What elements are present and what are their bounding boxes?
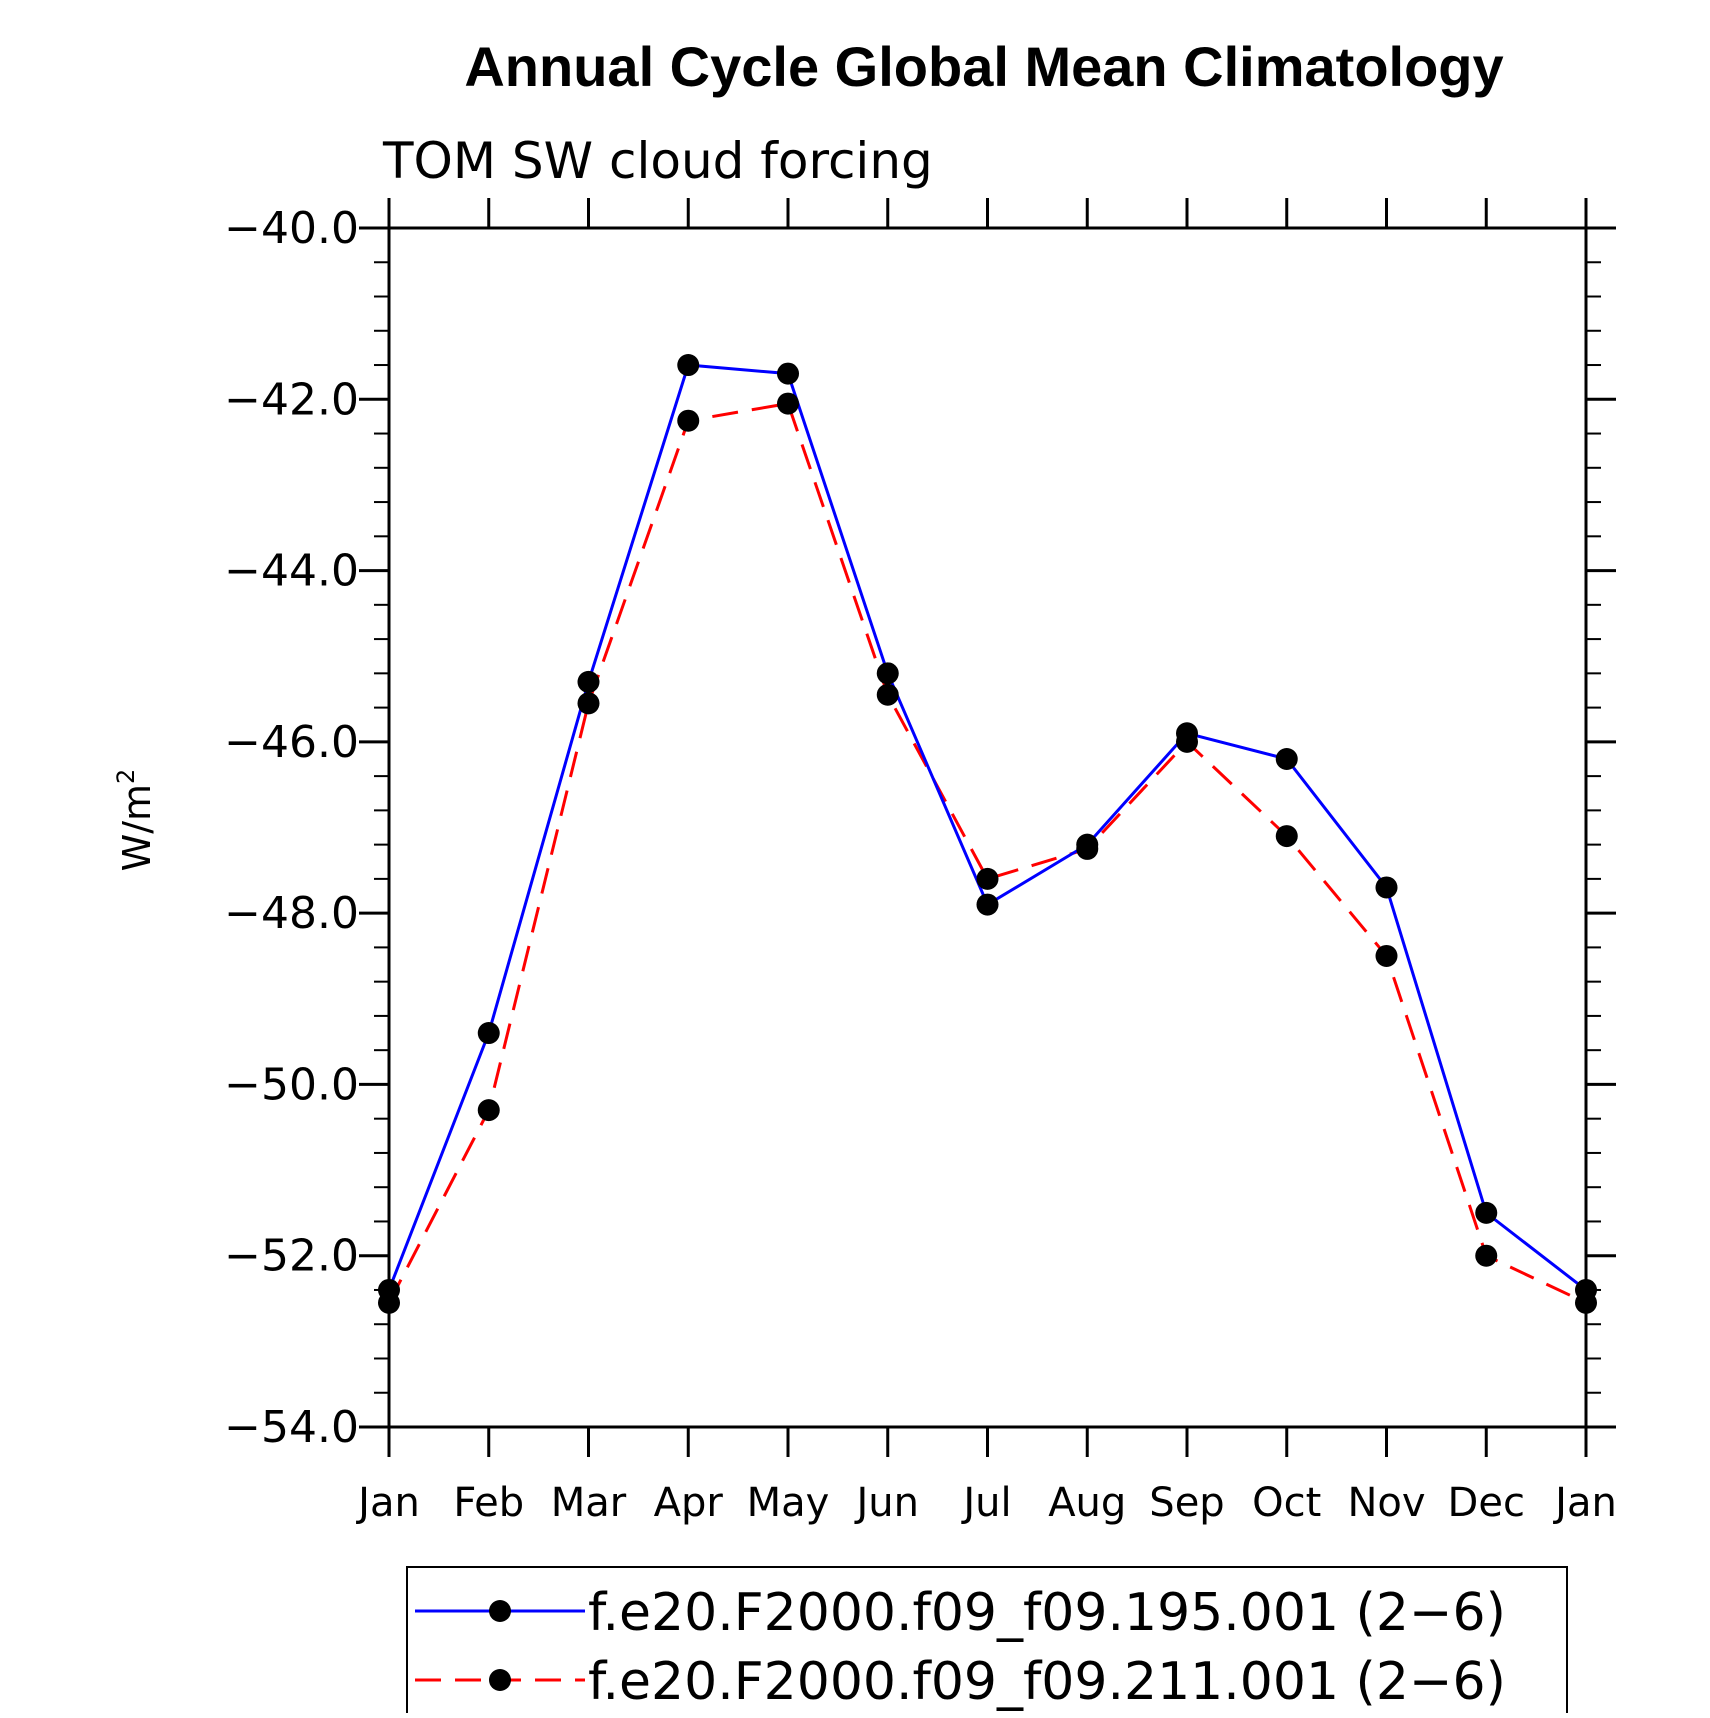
series-1-point bbox=[876, 662, 899, 685]
x-tick-label: Mar bbox=[551, 1480, 627, 1526]
plot-frame bbox=[387, 226, 1588, 1429]
x-tick-label: Jun bbox=[854, 1480, 920, 1526]
y-tick-label: −50.0 bbox=[224, 1059, 359, 1110]
y-axis-label-unit: W/m bbox=[115, 784, 159, 871]
x-tick-label: Jan bbox=[1552, 1480, 1617, 1526]
y-axis-label-superscript: 2 bbox=[112, 769, 140, 784]
y-tick-label: −46.0 bbox=[224, 717, 359, 768]
legend-swatch-marker bbox=[489, 1669, 511, 1691]
legend: f.e20.F2000.f09_f09.195.001 (2−6) f.e20.F… bbox=[406, 1566, 1568, 1718]
series-line-1 bbox=[387, 363, 1587, 1292]
x-tick-label: Jan bbox=[355, 1480, 420, 1526]
series-2-point bbox=[1375, 944, 1398, 967]
y-tick-label: −54.0 bbox=[224, 1402, 359, 1453]
series-2-point bbox=[677, 409, 700, 432]
series-line-2 bbox=[387, 401, 1587, 1305]
x-tick-label: Dec bbox=[1448, 1480, 1525, 1526]
series-1-point bbox=[1076, 833, 1099, 856]
series-1-point bbox=[577, 670, 600, 693]
y-tick-label: −48.0 bbox=[224, 888, 359, 939]
series-2-point bbox=[976, 867, 999, 890]
series-2-point bbox=[1275, 825, 1298, 848]
series-layer bbox=[378, 354, 1597, 1314]
y-axis-label: W/m2 bbox=[112, 769, 159, 872]
series-1-point bbox=[477, 1022, 500, 1045]
series-2-point bbox=[876, 683, 899, 706]
legend-label: f.e20.F2000.f09_f09.211.001 (2−6) bbox=[588, 1652, 1506, 1712]
series-1-point bbox=[677, 354, 700, 377]
series-1-point bbox=[1575, 1278, 1597, 1301]
axes-layer: −40.0 −42.0 −44.0 −46.0 −48.0 −50.0 −52.0 −54.0… bbox=[224, 198, 1617, 1526]
series-2-point bbox=[777, 392, 799, 415]
y-tick-label: −40.0 bbox=[224, 203, 359, 254]
x-tick-label: Aug bbox=[1048, 1480, 1126, 1526]
series-2-point bbox=[477, 1099, 500, 1122]
series-1-point bbox=[1275, 747, 1298, 770]
x-tick-label: Sep bbox=[1149, 1480, 1224, 1526]
series-1-point bbox=[1375, 876, 1398, 899]
series-1-point bbox=[378, 1278, 400, 1301]
x-tick-label: Oct bbox=[1252, 1480, 1321, 1526]
series-2-point bbox=[1475, 1244, 1498, 1267]
series-1-point bbox=[976, 893, 999, 916]
chart-subtitle: TOM SW cloud forcing bbox=[382, 132, 933, 190]
series-1-point bbox=[1176, 722, 1198, 745]
y-tick-label: −42.0 bbox=[224, 374, 359, 425]
chart-title: Annual Cycle Global Mean Climatology bbox=[464, 35, 1503, 98]
legend-label: f.e20.F2000.f09_f09.195.001 (2−6) bbox=[588, 1583, 1506, 1643]
x-tick-label: Jul bbox=[960, 1480, 1011, 1526]
series-2-point bbox=[577, 692, 600, 715]
series-1-point bbox=[777, 362, 799, 385]
x-tick-label: Nov bbox=[1347, 1480, 1425, 1526]
y-axis-title: W/m2 bbox=[112, 769, 159, 872]
y-tick-label: −44.0 bbox=[224, 546, 359, 597]
series-1-point bbox=[1475, 1201, 1498, 1224]
legend-swatch-marker bbox=[489, 1600, 511, 1622]
x-tick-label: Feb bbox=[453, 1480, 524, 1526]
x-tick-label: Apr bbox=[654, 1480, 724, 1526]
legend-box bbox=[406, 1566, 1568, 1718]
y-tick-label: −52.0 bbox=[224, 1231, 359, 1282]
x-tick-label: May bbox=[747, 1480, 830, 1526]
